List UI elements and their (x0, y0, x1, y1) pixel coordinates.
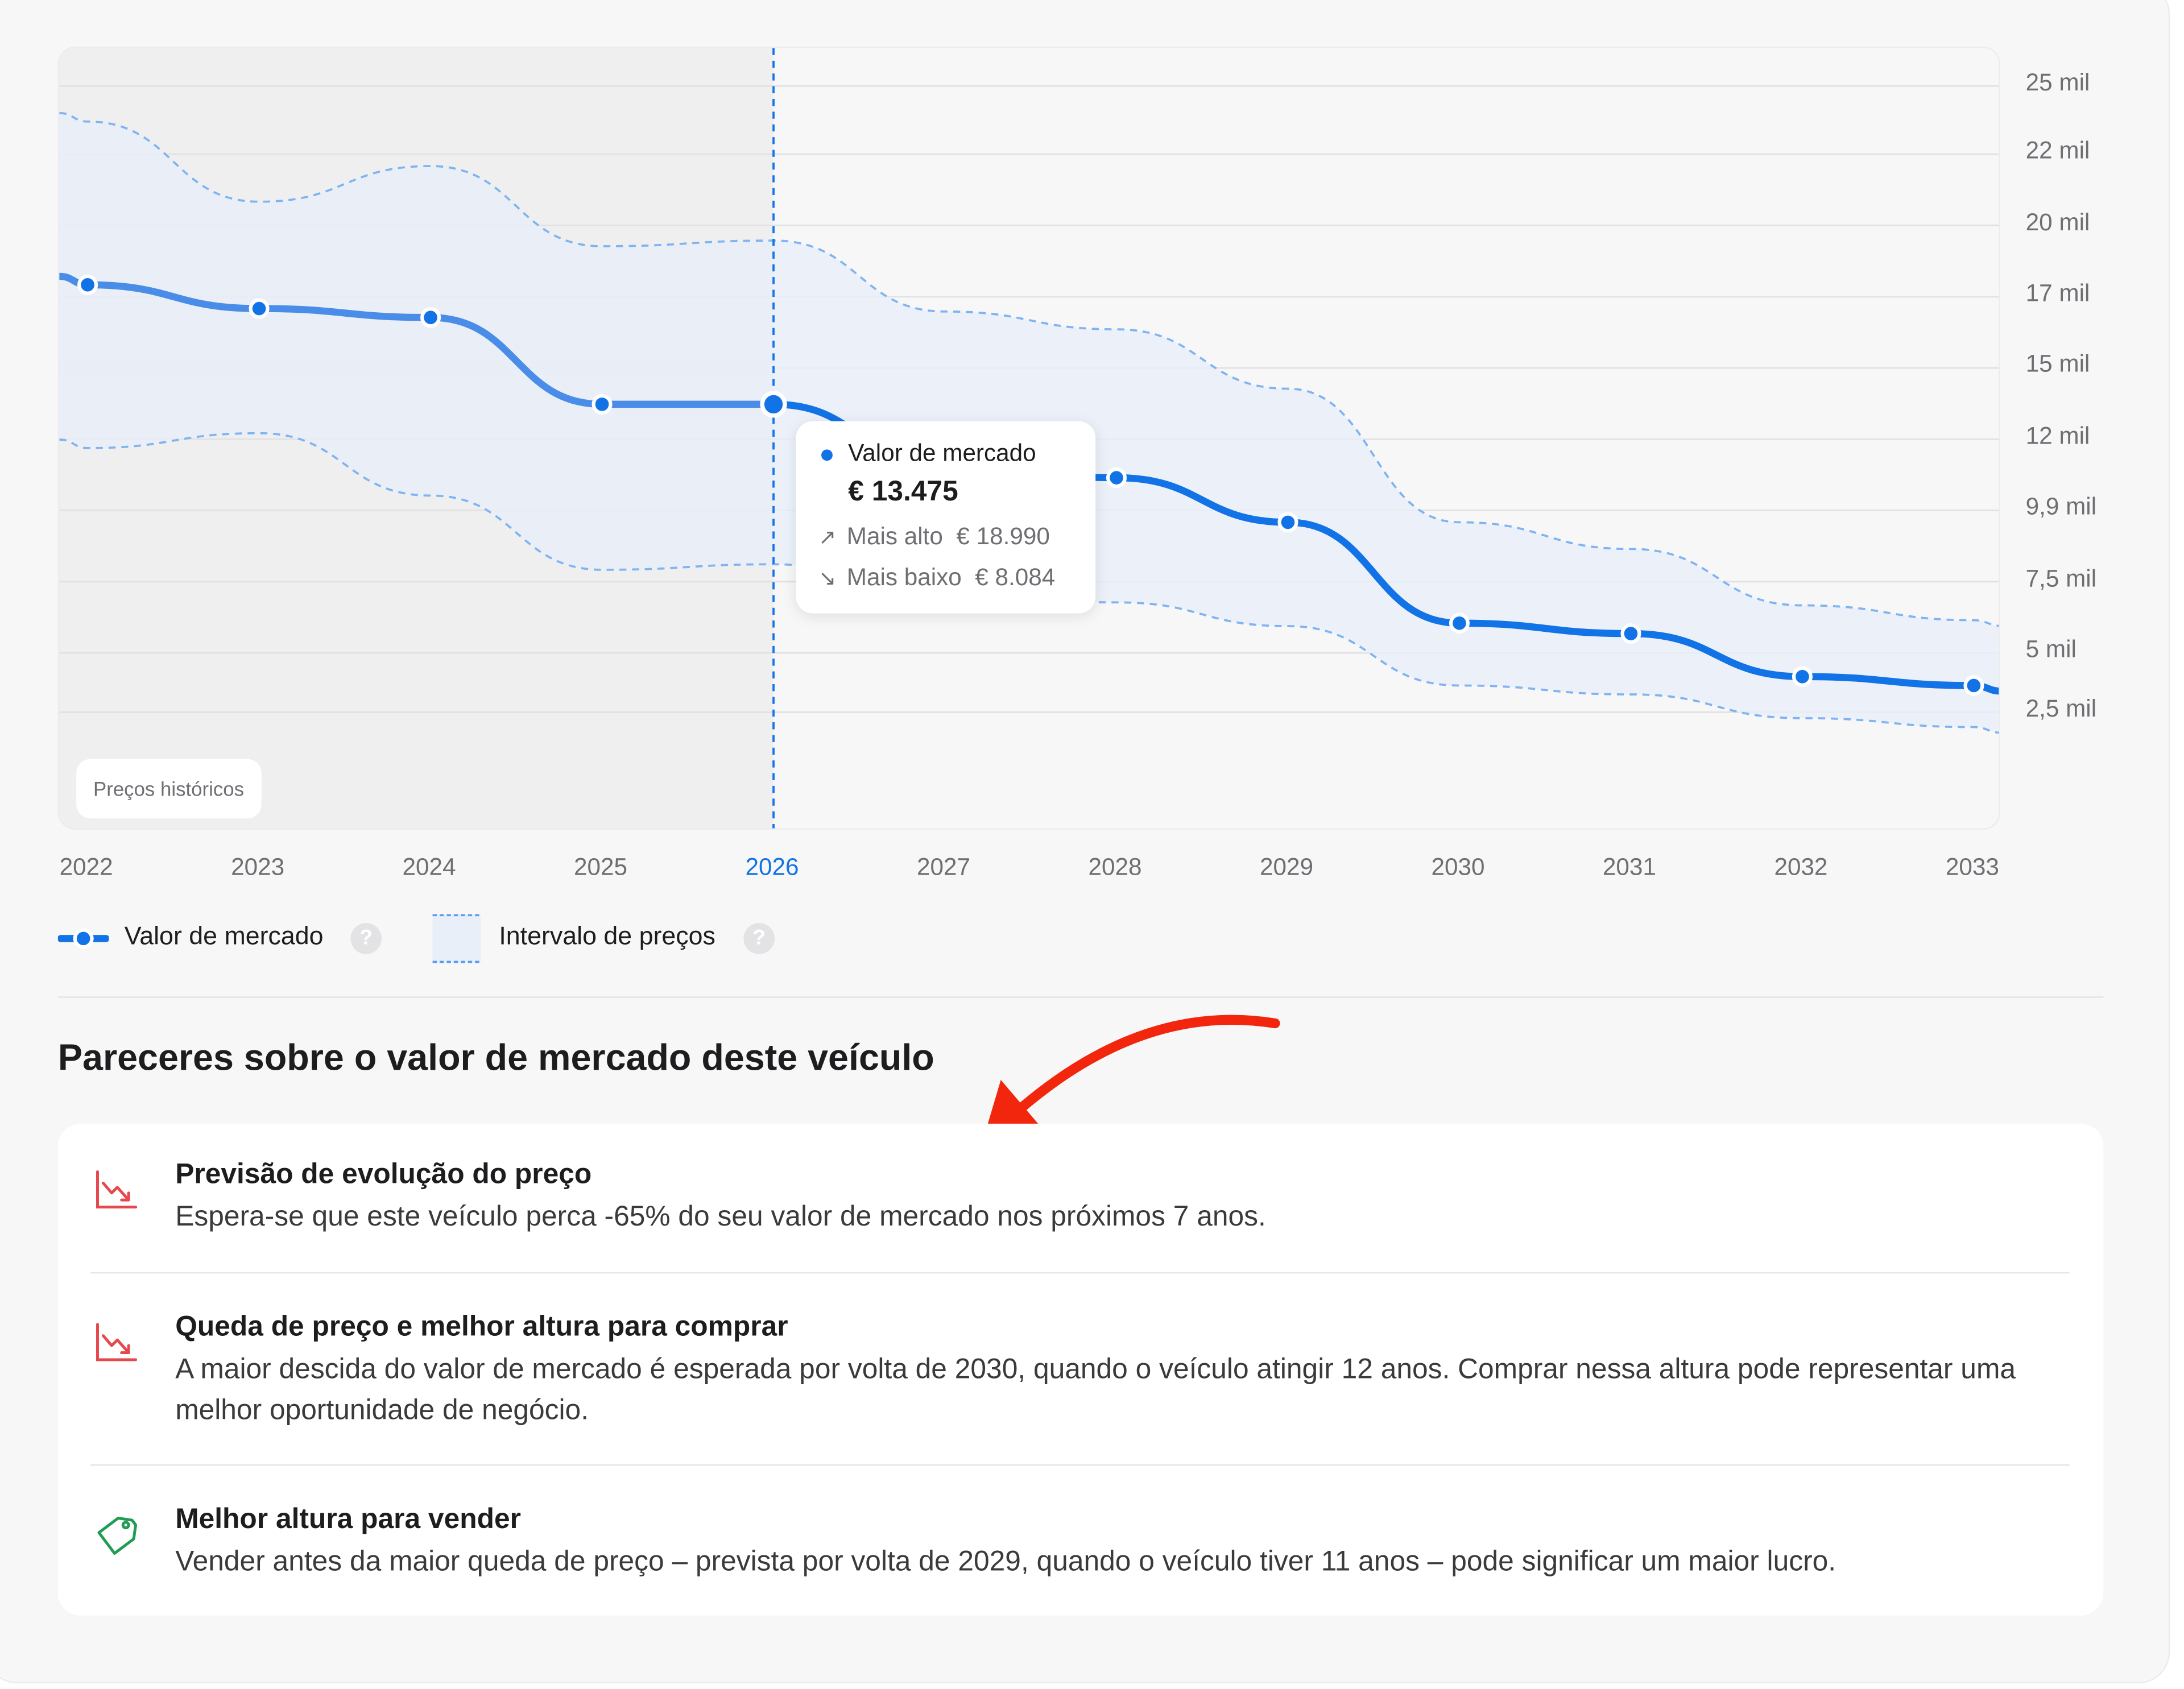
tooltip-series-name: Valor de mercado (848, 439, 1036, 467)
x-tick-label: 2029 (1259, 854, 1313, 881)
y-tick-label: 22 mil (2025, 137, 2090, 164)
tooltip-value: € 13.475 (848, 476, 958, 508)
market-value-legend-icon (57, 928, 109, 949)
insight-title: Queda de preço e melhor altura para comp… (175, 1311, 788, 1343)
x-tick-label: 2030 (1431, 854, 1485, 881)
insight-divider (90, 1464, 2070, 1466)
insight-text: Vender antes da maior queda de preço – p… (175, 1546, 1836, 1578)
x-tick-label: 2023 (231, 854, 285, 881)
legend-market-value: Valor de mercado (124, 921, 324, 950)
data-point (1277, 512, 1298, 533)
trend-down-icon (96, 1323, 138, 1361)
tooltip-high-label: Mais alto (846, 523, 943, 550)
x-tick-label: 2032 (1774, 854, 1828, 881)
tooltip-low-row: ↘ Mais baixo € 8.084 (818, 564, 1055, 593)
x-tick-label: 2031 (1602, 854, 1656, 881)
insight-title: Melhor altura para vender (175, 1504, 521, 1535)
y-tick-label: 20 mil (2025, 208, 2090, 235)
y-tick-label: 7,5 mil (2025, 564, 2097, 592)
help-market-value-icon[interactable]: ? (350, 922, 382, 954)
y-tick-label: 25 mil (2025, 69, 2090, 96)
x-tick-label: 2033 (1945, 854, 1999, 881)
band-upper-line (59, 111, 1999, 627)
tooltip-low-value: € 8.084 (975, 564, 1056, 591)
data-point (249, 298, 270, 319)
y-tick-label: 9,9 mil (2025, 493, 2097, 520)
insight-divider (90, 1272, 2070, 1274)
data-point (1792, 666, 1813, 687)
x-tick-label: 2025 (574, 854, 628, 881)
historical-prices-chip: Preços históricos (76, 759, 261, 819)
trend-down-icon (96, 1170, 138, 1209)
y-tick-label: 5 mil (2025, 636, 2077, 663)
section-divider (57, 996, 2104, 998)
price-range-legend-icon (432, 914, 481, 963)
data-point (1963, 675, 1984, 696)
y-tick-label: 12 mil (2025, 422, 2090, 449)
arrow-up-right-icon: ↗ (818, 525, 837, 550)
tooltip-high-row: ↗ Mais alto € 18.990 (818, 523, 1050, 552)
y-tick-label: 15 mil (2025, 351, 2090, 378)
insights-card: Previsão de evolução do preço Espera-se … (57, 1123, 2104, 1616)
insight-title: Previsão de evolução do preço (175, 1159, 592, 1190)
x-tick-label: 2024 (402, 854, 456, 881)
data-point (77, 274, 98, 295)
series-dot-icon (821, 449, 833, 461)
data-point (592, 394, 613, 415)
data-point (1620, 623, 1641, 644)
x-tick-label: 2027 (917, 854, 971, 881)
y-tick-label: 2,5 mil (2025, 695, 2097, 722)
x-tick-label: 2022 (59, 854, 113, 881)
data-point (1106, 467, 1127, 489)
insight-text: A maior descida do valor de mercado é es… (175, 1354, 2016, 1426)
tooltip-high-value: € 18.990 (956, 523, 1050, 550)
x-tick-label: 2026 (745, 854, 799, 881)
chart-tooltip: Valor de mercado € 13.475 ↗ Mais alto € 1… (796, 421, 1096, 614)
data-point (420, 307, 441, 328)
help-price-range-icon[interactable]: ? (743, 922, 775, 954)
legend-price-range: Intervalo de preços (499, 921, 715, 950)
tooltip-low-label: Mais baixo (846, 564, 962, 591)
insight-text: Espera-se que este veículo perca -65% do… (175, 1201, 1266, 1233)
data-point (760, 391, 787, 418)
market-value-line-historical (59, 272, 777, 408)
section-title: Pareceres sobre o valor de mercado deste… (57, 1036, 934, 1079)
arrow-down-right-icon: ↘ (818, 566, 837, 591)
x-tick-label: 2028 (1088, 854, 1142, 881)
price-tag-icon (97, 1517, 138, 1555)
data-point (1449, 612, 1470, 634)
y-tick-label: 17 mil (2025, 279, 2090, 307)
